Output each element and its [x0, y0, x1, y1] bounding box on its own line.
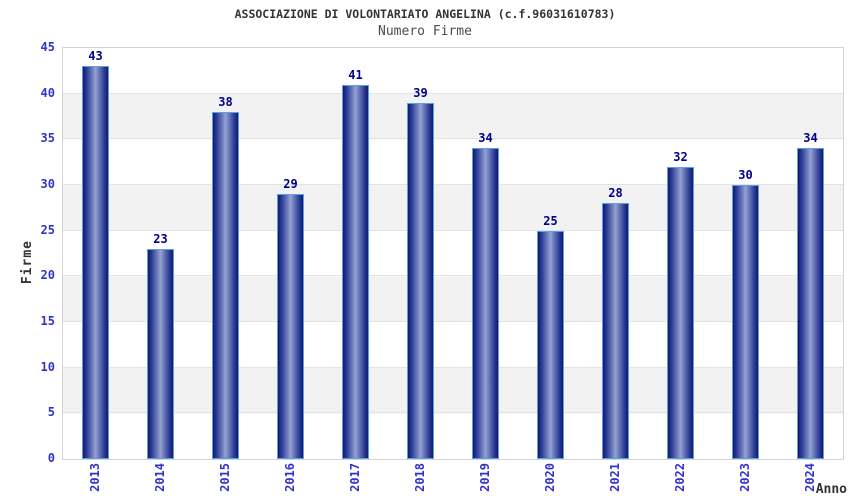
- x-axis-tick-label: 2014: [152, 463, 167, 492]
- bar-value-label: 41: [348, 67, 363, 82]
- bar-2015: [212, 111, 239, 459]
- bar-value-label: 32: [673, 149, 688, 164]
- x-axis-tick-label: 2024: [802, 463, 817, 492]
- y-axis-tick-label: 30: [40, 177, 55, 191]
- bar-2020: [537, 230, 564, 459]
- y-axis-tick-label: 25: [40, 222, 55, 237]
- chart-subtitle: Numero Firme: [378, 24, 472, 39]
- bar-2017: [342, 84, 369, 459]
- y-axis-tick-label: 35: [40, 131, 55, 146]
- x-axis-title: Anno: [815, 482, 847, 497]
- y-axis-tick-label: 45: [40, 40, 55, 54]
- bar-2018: [407, 102, 434, 459]
- grid-line: [63, 321, 843, 322]
- grid-line: [63, 138, 843, 140]
- bar-value-label: 23: [153, 231, 168, 246]
- y-axis-tick-label: 0: [47, 451, 55, 465]
- bar-value-label: 39: [413, 85, 428, 100]
- grid-line: [63, 412, 843, 414]
- bar-value-label: 38: [218, 94, 233, 109]
- x-axis-tick-label: 2016: [282, 463, 297, 492]
- bar-value-label: 43: [88, 49, 103, 64]
- y-axis-tick-label: 40: [40, 85, 55, 100]
- bar-2013: [82, 66, 109, 459]
- x-axis-tick-label: 2019: [477, 463, 492, 492]
- x-axis-tick-label: 2020: [542, 463, 557, 492]
- grid-line: [63, 275, 843, 277]
- bar-2023: [732, 185, 759, 459]
- x-axis-tick-label: 2015: [217, 463, 232, 492]
- bar-value-label: 28: [608, 186, 623, 201]
- grid-line: [63, 229, 843, 231]
- x-axis-tick-label: 2023: [737, 463, 752, 492]
- bar-value-label: 34: [478, 131, 493, 146]
- y-axis-tick-label: 5: [47, 405, 55, 420]
- x-axis-tick-label: 2017: [347, 463, 362, 492]
- grid-line: [63, 184, 843, 185]
- bar-2016: [277, 194, 304, 459]
- y-axis-tick-label: 15: [40, 314, 55, 328]
- bar-2024: [797, 148, 824, 459]
- x-axis-tick-label: 2021: [607, 463, 622, 492]
- bar-2021: [602, 203, 629, 459]
- bar-2019: [472, 148, 499, 459]
- y-axis-tick-label: 10: [40, 359, 55, 374]
- bar-2014: [147, 248, 174, 459]
- bar-value-label: 29: [283, 177, 298, 192]
- plot-area: 43 23 38 29 41 39 34 25 28 32 30 34: [62, 47, 844, 460]
- grid-line: [63, 92, 843, 94]
- x-axis-tick-label: 2018: [412, 463, 427, 492]
- x-axis-tick-label: 2022: [672, 463, 687, 492]
- chart-title: ASSOCIAZIONE DI VOLONTARIATO ANGELINA (c…: [234, 7, 616, 21]
- bar-value-label: 34: [803, 131, 818, 146]
- grid-line: [63, 366, 843, 368]
- y-axis-tick-label: 20: [40, 268, 55, 283]
- bar-2022: [667, 166, 694, 459]
- bar-value-label: 25: [543, 213, 558, 228]
- x-axis-tick-label: 2013: [87, 463, 102, 492]
- bar-value-label: 30: [738, 168, 753, 182]
